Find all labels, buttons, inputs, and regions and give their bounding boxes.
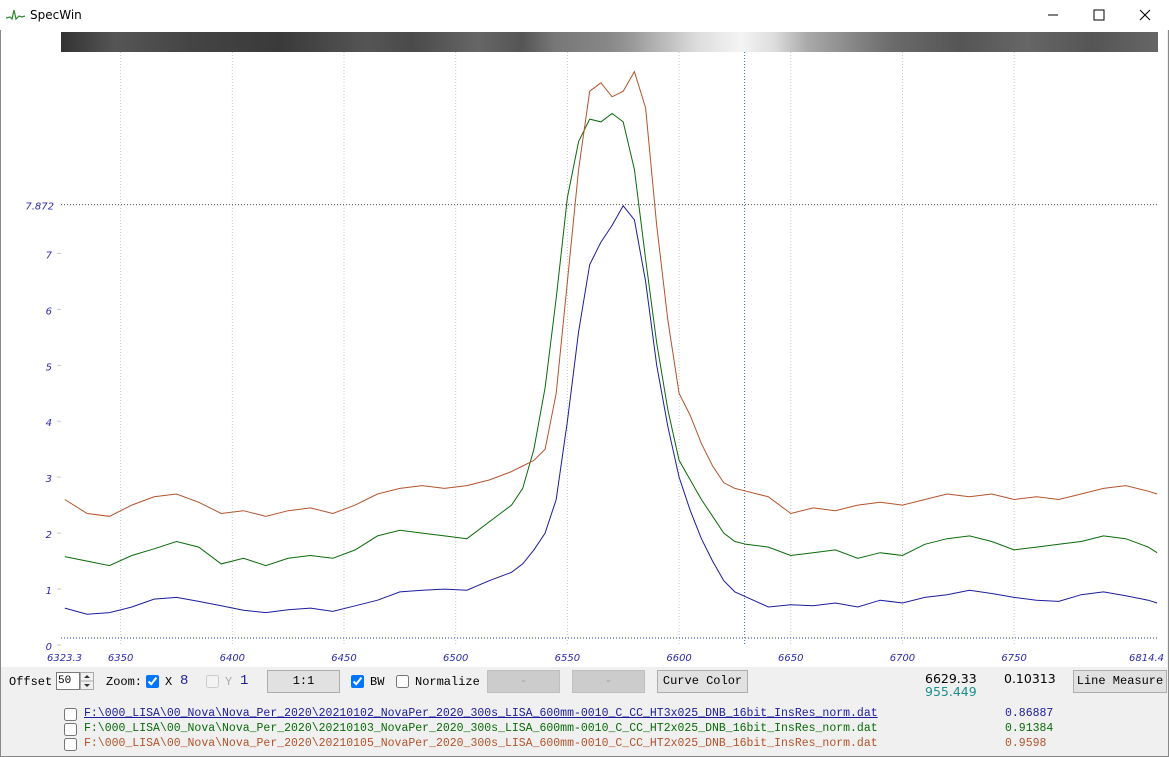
zoom-x-value: 8 xyxy=(180,673,189,689)
offset-label: Offset xyxy=(9,675,53,689)
file-ratio: 0.91384 xyxy=(1005,722,1054,735)
chart: 6323.3 6350 6400 6450 6500 6550 6600 6650 6700 67… xyxy=(25,52,1164,664)
spectrum-line xyxy=(64,70,1158,517)
x-tick-label: 6550 xyxy=(555,653,580,664)
x-tick-label: 6750 xyxy=(1001,653,1026,664)
spectrum-line xyxy=(64,112,1158,567)
y-tick-label: 5 xyxy=(46,362,52,373)
app-icon xyxy=(6,9,26,21)
zoom-label: Zoom: xyxy=(106,675,143,689)
ratio-button[interactable]: 1:1 xyxy=(267,670,340,693)
file-checkbox[interactable] xyxy=(64,738,77,751)
y-tick-label: 6 xyxy=(46,306,52,317)
normalize-label: Normalize xyxy=(415,675,480,689)
line-measure-button[interactable]: Line Measure xyxy=(1073,670,1167,693)
zoom-y-checkbox[interactable] xyxy=(206,675,219,688)
bw-label: BW xyxy=(370,675,385,689)
x-tick-label: 6450 xyxy=(331,653,356,664)
x-tick-label: 6500 xyxy=(443,653,468,664)
x-tick-label: 6350 xyxy=(108,653,133,664)
legend-entry[interactable]: F:\000_LISA\00_Nova\Nova_Per_2020\202101… xyxy=(84,722,878,735)
y-tick-label: 2 xyxy=(46,530,52,541)
window-controls xyxy=(1048,9,1151,21)
normalize-checkbox[interactable] xyxy=(396,675,409,688)
x-tick-label: 6400 xyxy=(220,653,245,664)
zoom-x-label: X xyxy=(165,675,173,689)
y-tick-label: 1 xyxy=(46,586,52,597)
disabled-button[interactable]: - xyxy=(572,670,645,693)
x-tick-label: 6814.4 xyxy=(1129,653,1164,664)
y-tick-label: 0 xyxy=(46,642,52,653)
readout-intensity: 955.449 xyxy=(925,684,977,699)
curve-color-button[interactable]: Curve Color xyxy=(657,670,748,693)
x-tick-label: 6600 xyxy=(666,653,691,664)
cursor-y-label: 7.872 xyxy=(25,202,54,213)
window-title: SpecWin xyxy=(30,8,82,22)
readout-value: 0.10313 xyxy=(1004,671,1056,686)
readout-wavelength: 6629.33 xyxy=(925,671,977,686)
file-ratio: 0.9598 xyxy=(1005,737,1047,750)
legend-entry[interactable]: F:\000_LISA\00_Nova\Nova_Per_2020\202101… xyxy=(84,737,878,750)
file-checkbox[interactable] xyxy=(64,723,77,736)
x-tick-label: 6700 xyxy=(890,653,915,664)
legend-entry[interactable]: F:\000_LISA\00_Nova\Nova_Per_2020\202101… xyxy=(84,707,878,720)
offset-input[interactable] xyxy=(56,672,80,690)
bw-checkbox[interactable] xyxy=(351,675,364,688)
spectrum-line xyxy=(64,204,1158,615)
zoom-y-label: Y xyxy=(225,675,233,689)
plot-background xyxy=(1,30,1167,667)
x-tick-label: 6323.3 xyxy=(47,653,82,664)
file-ratio: 0.86887 xyxy=(1005,707,1054,720)
y-tick-label: 3 xyxy=(46,474,52,485)
file-checkbox[interactable] xyxy=(64,708,77,721)
disabled-button[interactable]: - xyxy=(487,670,560,693)
offset-spinner[interactable] xyxy=(80,672,94,690)
y-tick-label: 4 xyxy=(46,418,52,429)
close-button[interactable] xyxy=(1139,9,1151,21)
maximize-button[interactable] xyxy=(1093,9,1105,21)
zoom-y-value: 1 xyxy=(240,673,249,689)
y-tick-label: 7 xyxy=(46,250,53,261)
zoom-x-checkbox[interactable] xyxy=(146,675,159,688)
x-tick-label: 6650 xyxy=(778,653,803,664)
spectrum-strip xyxy=(61,32,1158,52)
title-bar: SpecWin xyxy=(0,0,1169,30)
